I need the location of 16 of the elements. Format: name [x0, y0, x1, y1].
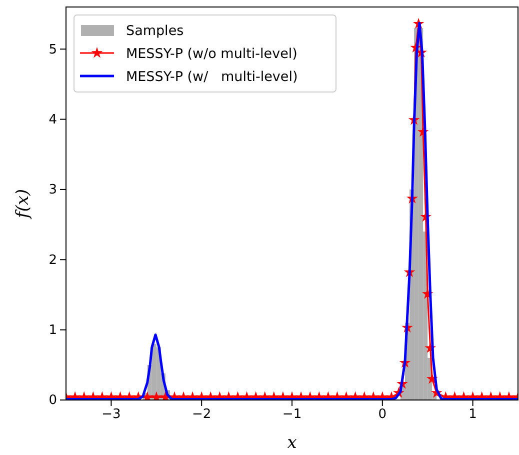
x-tick-label: 1 — [468, 407, 477, 422]
y-tick-label: 2 — [48, 252, 57, 268]
y-tick-label: 0 — [48, 393, 57, 408]
x-tick-label: −1 — [282, 407, 302, 422]
x-tick-label: −2 — [192, 407, 212, 422]
legend-label: Samples — [126, 23, 184, 39]
x-axis-title: x — [287, 433, 298, 453]
y-tick-label: 5 — [48, 42, 57, 58]
y-tick-label: 3 — [48, 182, 57, 198]
legend-label: MESSY-P (w/ multi-level) — [126, 69, 298, 85]
legend-label: MESSY-P (w/o multi-level) — [126, 46, 298, 62]
x-tick-label: −3 — [102, 407, 121, 422]
y-tick-label: 1 — [48, 322, 57, 338]
y-tick-label: 4 — [48, 112, 57, 128]
y-axis-title: f(x) — [13, 188, 33, 220]
x-tick-label: 0 — [378, 407, 387, 422]
